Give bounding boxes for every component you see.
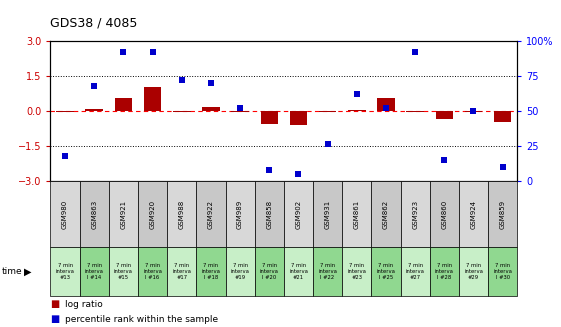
- Bar: [494, 111, 512, 122]
- Text: 7 min
interva
I #22: 7 min interva I #22: [318, 263, 337, 280]
- Text: ▶: ▶: [24, 267, 31, 276]
- Bar: [144, 87, 162, 111]
- Bar: [435, 111, 453, 119]
- Text: 7 min
interva
#23: 7 min interva #23: [347, 263, 366, 280]
- Text: 7 min
interva
I #14: 7 min interva I #14: [85, 263, 104, 280]
- Bar: [319, 111, 337, 112]
- Bar: [348, 110, 366, 111]
- Text: GSM922: GSM922: [208, 200, 214, 229]
- Text: GSM980: GSM980: [62, 199, 68, 229]
- Text: GSM861: GSM861: [354, 199, 360, 229]
- Text: 7 min
interva
#13: 7 min interva #13: [56, 263, 75, 280]
- Bar: [231, 111, 249, 112]
- Bar: [289, 111, 307, 125]
- Text: GSM859: GSM859: [500, 199, 505, 229]
- Text: 7 min
interva
#21: 7 min interva #21: [289, 263, 308, 280]
- Bar: [85, 109, 103, 111]
- Text: ■: ■: [50, 314, 59, 324]
- Text: 7 min
interva
I #20: 7 min interva I #20: [260, 263, 279, 280]
- Text: GSM921: GSM921: [121, 199, 126, 229]
- Text: 7 min
interva
#19: 7 min interva #19: [231, 263, 250, 280]
- Text: time: time: [2, 267, 22, 276]
- Text: ■: ■: [50, 299, 59, 309]
- Bar: [114, 98, 132, 111]
- Bar: [56, 111, 74, 112]
- Text: GSM858: GSM858: [266, 199, 272, 229]
- Text: GSM902: GSM902: [296, 199, 301, 229]
- Text: GSM862: GSM862: [383, 199, 389, 229]
- Text: GSM920: GSM920: [150, 199, 155, 229]
- Text: 7 min
interva
#17: 7 min interva #17: [172, 263, 191, 280]
- Bar: [173, 111, 191, 112]
- Text: GSM988: GSM988: [179, 199, 185, 229]
- Text: 7 min
interva
I #25: 7 min interva I #25: [376, 263, 396, 280]
- Text: 7 min
interva
#15: 7 min interva #15: [114, 263, 133, 280]
- Text: 7 min
interva
I #16: 7 min interva I #16: [143, 263, 162, 280]
- Text: GDS38 / 4085: GDS38 / 4085: [50, 16, 138, 29]
- Bar: [406, 111, 424, 112]
- Text: GSM931: GSM931: [325, 199, 330, 229]
- Text: GSM989: GSM989: [237, 199, 243, 229]
- Text: percentile rank within the sample: percentile rank within the sample: [65, 315, 218, 324]
- Text: GSM924: GSM924: [471, 200, 476, 229]
- Text: log ratio: log ratio: [65, 300, 102, 309]
- Text: 7 min
interva
I #30: 7 min interva I #30: [493, 263, 512, 280]
- Text: 7 min
interva
#27: 7 min interva #27: [406, 263, 425, 280]
- Bar: [377, 98, 395, 111]
- Bar: [202, 107, 220, 111]
- Text: 7 min
interva
I #18: 7 min interva I #18: [201, 263, 220, 280]
- Text: 7 min
interva
#29: 7 min interva #29: [464, 263, 483, 280]
- Bar: [260, 111, 278, 124]
- Bar: [465, 111, 482, 112]
- Text: 7 min
interva
I #28: 7 min interva I #28: [435, 263, 454, 280]
- Text: GSM923: GSM923: [412, 199, 418, 229]
- Text: GSM863: GSM863: [91, 199, 97, 229]
- Text: GSM860: GSM860: [442, 199, 447, 229]
